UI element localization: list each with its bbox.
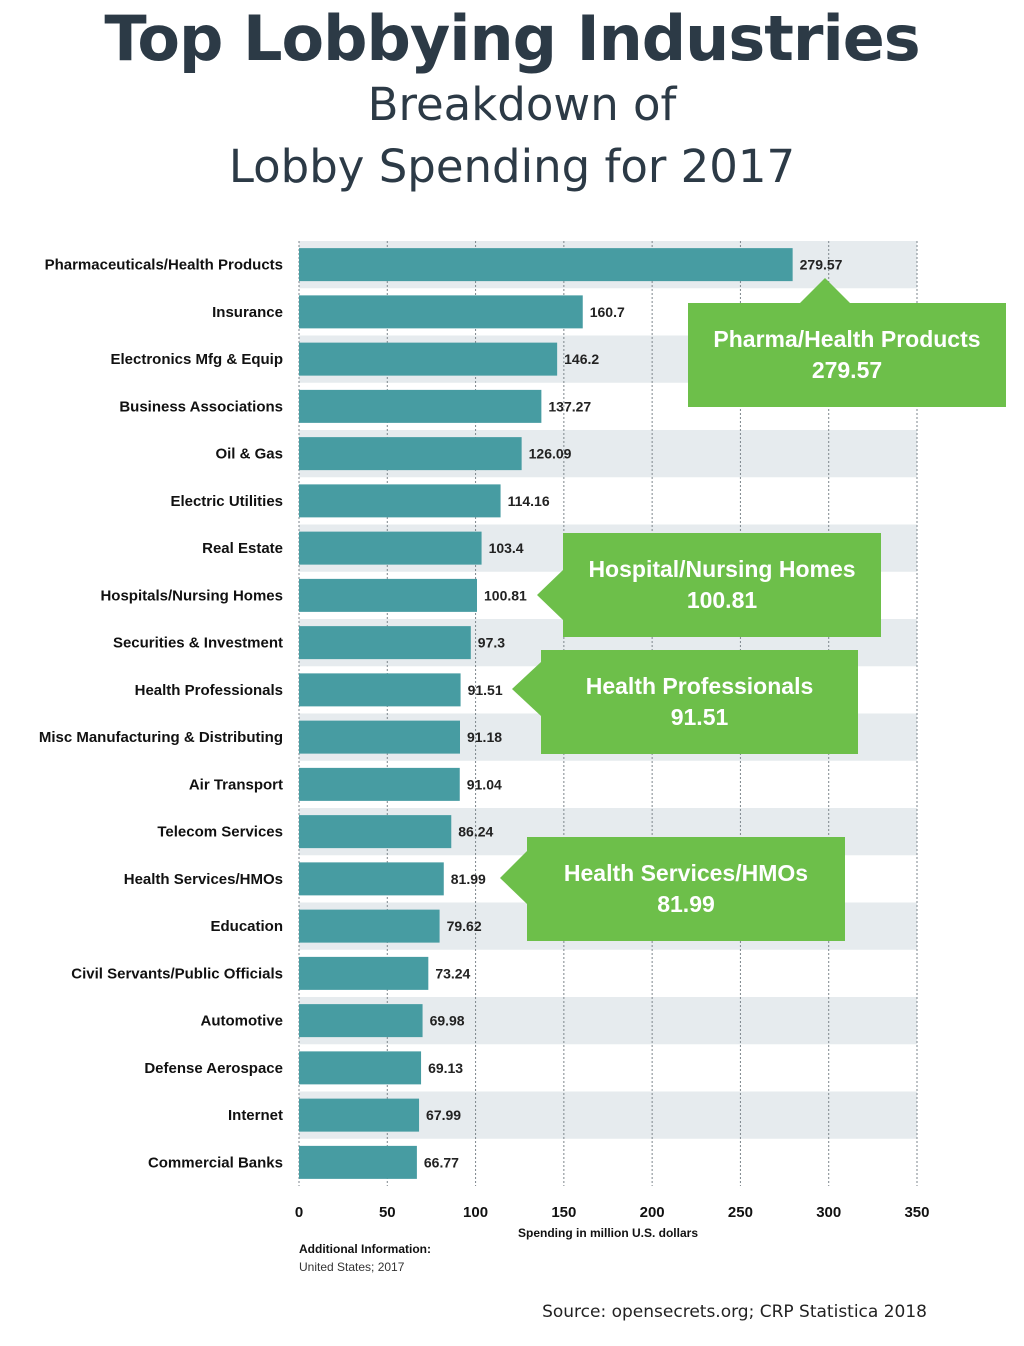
- callout-pharma-value: 279.57: [811, 357, 883, 383]
- bar: [299, 578, 478, 612]
- x-axis-title: Spending in million U.S. dollars: [518, 1226, 698, 1240]
- category-label: Pharmaceuticals/Health Products: [45, 257, 283, 274]
- value-label: 69.13: [428, 1060, 463, 1076]
- category-label: Health Services/HMOs: [124, 871, 283, 888]
- value-label: 91.04: [467, 776, 502, 792]
- value-label: 79.62: [447, 918, 482, 934]
- category-label: Business Associations: [119, 398, 283, 415]
- value-label: 81.99: [451, 871, 486, 887]
- value-label: 66.77: [424, 1154, 459, 1170]
- callout-hospitals-pointer: [537, 570, 563, 620]
- value-label: 91.51: [468, 682, 503, 698]
- additional-info-heading: Additional Information:: [299, 1242, 431, 1256]
- value-label: 114.16: [508, 493, 550, 509]
- bar: [299, 1145, 417, 1179]
- chart-subtitle-line-1: Breakdown of: [367, 78, 677, 131]
- additional-info-text: United States; 2017: [299, 1260, 405, 1274]
- category-label: Automotive: [201, 1013, 284, 1030]
- x-tick-label: 350: [904, 1204, 929, 1221]
- category-label: Hospitals/Nursing Homes: [100, 587, 283, 604]
- callout-health-services-value: 81.99: [657, 891, 715, 917]
- x-tick-label: 200: [640, 1204, 665, 1221]
- category-label: Telecom Services: [157, 824, 283, 841]
- callout-health-services-label: Health Services/HMOs: [563, 860, 809, 886]
- callout-health-professionals-label: Health Professionals: [585, 673, 814, 699]
- value-label: 100.81: [484, 587, 527, 603]
- callout-hospitals: Hospital/Nursing Homes 100.81: [563, 533, 881, 637]
- x-tick-label: 300: [816, 1204, 841, 1221]
- x-tick-label: 50: [379, 1204, 396, 1221]
- value-label: 67.99: [426, 1107, 461, 1123]
- source-note: Source: opensecrets.org; CRP Statistica …: [542, 1302, 927, 1322]
- x-tick-label: 250: [728, 1204, 753, 1221]
- category-label: Defense Aerospace: [144, 1060, 283, 1077]
- callout-pharma-label: Pharma/Health Products: [713, 326, 981, 352]
- bar: [299, 767, 460, 801]
- value-label: 146.2: [564, 351, 599, 367]
- value-label: 69.98: [430, 1013, 465, 1029]
- category-label: Insurance: [212, 304, 283, 321]
- category-label: Education: [210, 918, 283, 935]
- category-label: Electronics Mfg & Equip: [110, 351, 283, 368]
- callout-health-professionals-value: 91.51: [670, 704, 729, 730]
- category-label: Commercial Banks: [148, 1154, 283, 1171]
- bar: [299, 626, 471, 660]
- category-label: Oil & Gas: [215, 446, 283, 463]
- callout-health-professionals-pointer: [512, 662, 541, 716]
- bar: [299, 909, 440, 943]
- x-tick-label: 0: [295, 1204, 303, 1221]
- category-label: Health Professionals: [135, 682, 283, 699]
- callout-pharma-pointer: [800, 278, 850, 303]
- category-label: Internet: [228, 1107, 283, 1124]
- category-label: Air Transport: [189, 776, 283, 793]
- x-tick-label: 150: [551, 1204, 576, 1221]
- category-label: Electric Utilities: [170, 493, 283, 510]
- category-label: Securities & Investment: [113, 635, 283, 652]
- bar: [299, 531, 482, 565]
- bar: [299, 295, 583, 329]
- category-label: Misc Manufacturing & Distributing: [39, 729, 283, 746]
- chart-title: Top Lobbying Industries: [104, 2, 920, 75]
- bar: [299, 673, 461, 707]
- category-label: Real Estate: [202, 540, 283, 557]
- callout-hospitals-value: 100.81: [686, 587, 758, 613]
- value-label: 279.57: [800, 257, 843, 273]
- category-label: Civil Servants/Public Officials: [71, 965, 283, 982]
- callout-health-services-pointer: [500, 851, 527, 904]
- value-label: 126.09: [529, 446, 572, 462]
- bar: [299, 1051, 422, 1085]
- value-label: 91.18: [467, 729, 502, 745]
- bar: [299, 862, 444, 896]
- bar: [299, 484, 501, 518]
- value-label: 73.24: [435, 965, 470, 981]
- chart-subtitle-line-2: Lobby Spending for 2017: [228, 140, 796, 193]
- callout-health-services: Health Services/HMOs 81.99: [527, 837, 845, 941]
- bar: [299, 956, 429, 990]
- bar: [299, 1004, 423, 1038]
- bar: [299, 1098, 420, 1132]
- value-label: 86.24: [458, 824, 493, 840]
- bar: [299, 815, 452, 849]
- callout-hospitals-label: Hospital/Nursing Homes: [588, 556, 856, 582]
- bar: [299, 389, 542, 423]
- value-label: 160.7: [590, 304, 625, 320]
- value-label: 97.3: [478, 635, 505, 651]
- bar: [299, 437, 522, 471]
- callout-pharma: Pharma/Health Products 279.57: [688, 303, 1006, 407]
- x-tick-label: 100: [463, 1204, 488, 1221]
- bar: [299, 342, 558, 376]
- bar: [299, 720, 460, 754]
- callout-health-professionals: Health Professionals 91.51: [541, 650, 858, 754]
- value-label: 137.27: [548, 398, 591, 414]
- value-label: 103.4: [489, 540, 524, 556]
- bar: [299, 248, 793, 282]
